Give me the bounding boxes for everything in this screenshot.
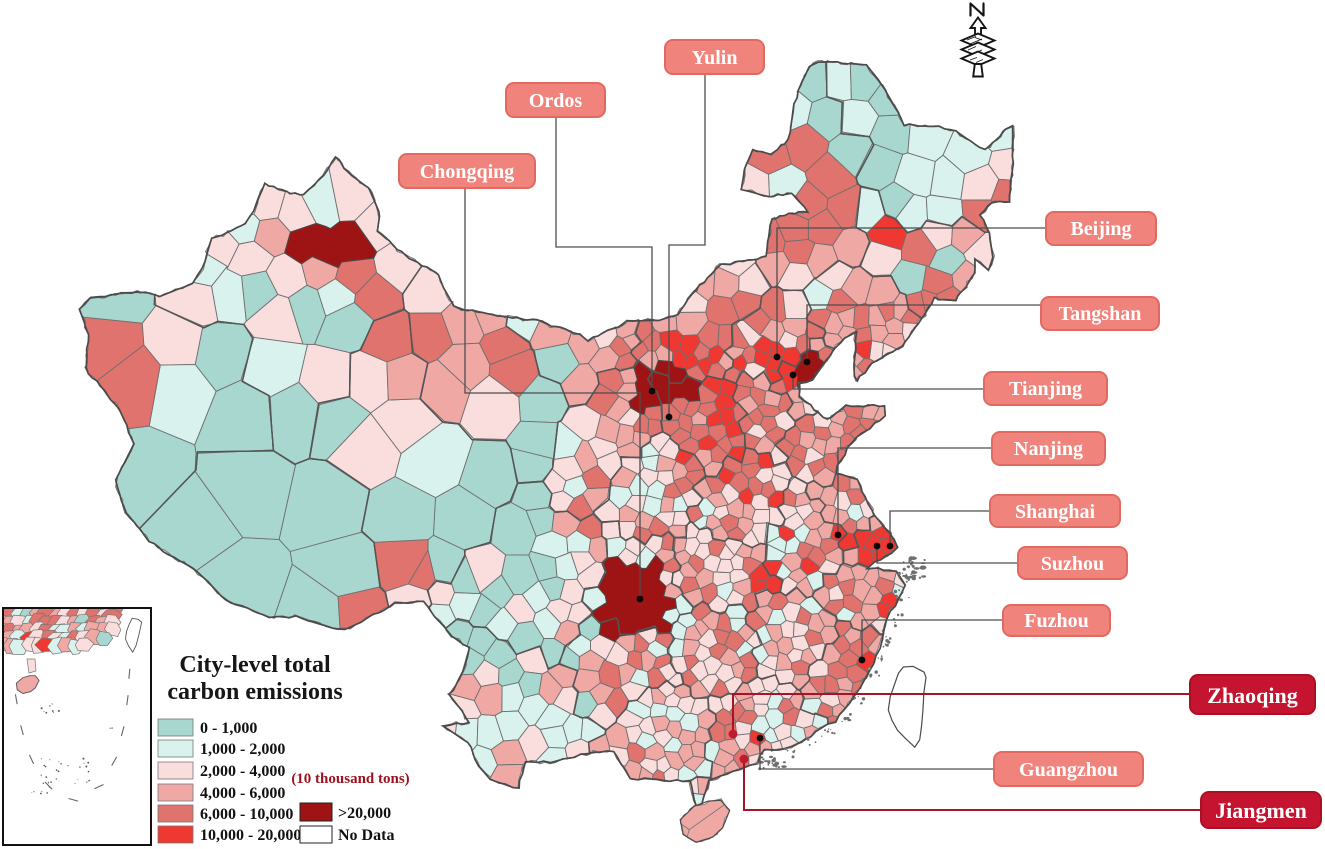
svg-text:No Data: No Data — [338, 827, 394, 844]
svg-text:>20,000: >20,000 — [338, 805, 391, 822]
svg-text:0 - 1,000: 0 - 1,000 — [200, 720, 257, 737]
svg-text:2,000 - 4,000: 2,000 - 4,000 — [200, 763, 285, 780]
svg-text:1,000 - 2,000: 1,000 - 2,000 — [200, 741, 285, 758]
svg-text:10,000 - 20,000: 10,000 - 20,000 — [200, 827, 301, 844]
svg-text:6,000 - 10,000: 6,000 - 10,000 — [200, 806, 293, 823]
svg-text:4,000 - 6,000: 4,000 - 6,000 — [200, 785, 285, 802]
